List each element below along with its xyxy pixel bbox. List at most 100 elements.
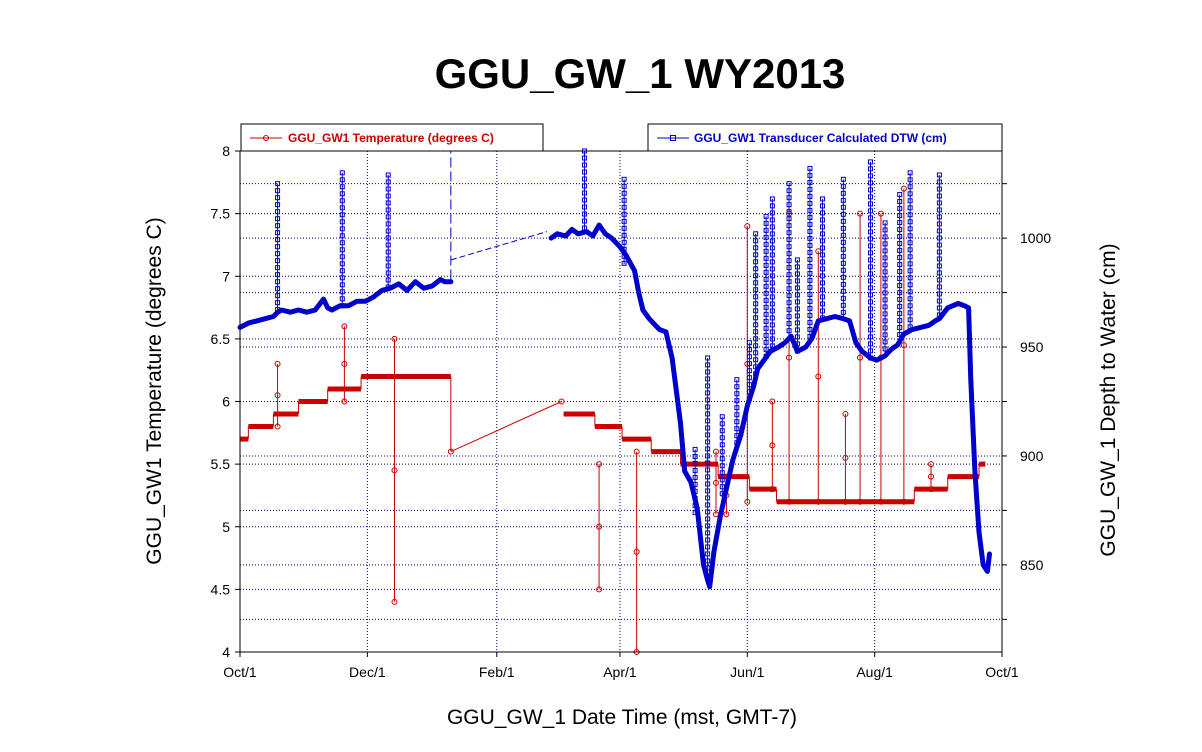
temperature-spike-point bbox=[723, 511, 730, 518]
dtw-spike-point bbox=[882, 283, 888, 289]
dtw-spike-point bbox=[840, 176, 846, 182]
dtw-spike-point bbox=[897, 269, 903, 275]
dtw-spike-point bbox=[840, 225, 846, 231]
temperature-spike-point bbox=[928, 473, 935, 480]
dtw-spike-point bbox=[769, 287, 775, 293]
dtw-spike-point bbox=[719, 428, 725, 434]
dtw-spike-point bbox=[692, 446, 698, 452]
chart-title: GGU_GW_1 WY2013 bbox=[435, 50, 846, 97]
dtw-spike-point bbox=[763, 290, 769, 296]
temperature-spike-point bbox=[744, 223, 751, 230]
dtw-spike-point bbox=[936, 193, 942, 199]
dtw-spike-point bbox=[692, 453, 698, 459]
dtw-spike-point bbox=[769, 322, 775, 328]
dtw-spike-point bbox=[746, 361, 752, 367]
dtw-spike-point bbox=[746, 354, 752, 360]
dtw-spike-point bbox=[275, 237, 281, 243]
dtw-spike-point bbox=[621, 225, 627, 231]
dtw-spike-point bbox=[907, 212, 913, 218]
dtw-spike-point bbox=[385, 193, 391, 199]
dtw-spike-point bbox=[786, 202, 792, 208]
dtw-spike-point bbox=[385, 256, 391, 262]
dtw-spike-point bbox=[882, 346, 888, 352]
dtw-spike-point bbox=[807, 186, 813, 192]
dtw-spike-point bbox=[339, 289, 345, 295]
dtw-spike-point bbox=[385, 270, 391, 276]
dtw-spike-point bbox=[339, 240, 345, 246]
dtw-spike-point bbox=[907, 191, 913, 197]
dtw-spike-point bbox=[897, 311, 903, 317]
temperature-spike-point bbox=[596, 461, 603, 468]
left-axis-ticks: 4 4.5 5 5.5 6 6.5 7 7.5 8 bbox=[211, 143, 240, 660]
dtw-spike-point bbox=[794, 271, 800, 277]
y-left-tick-label: 4.5 bbox=[211, 581, 231, 597]
x-tick-label: Oct/1 bbox=[985, 664, 1019, 680]
dtw-spike-point bbox=[907, 205, 913, 211]
temperature-spike-point bbox=[900, 185, 907, 192]
dtw-spike-point bbox=[753, 245, 759, 251]
dtw-spike-point bbox=[621, 232, 627, 238]
dtw-spike-point bbox=[769, 266, 775, 272]
dtw-spike-point bbox=[840, 183, 846, 189]
dtw-spike-point bbox=[581, 162, 587, 168]
legend-temperature-box bbox=[240, 123, 544, 152]
legend-dtw-label: GGU_GW1 Transducer Calculated DTW (cm) bbox=[694, 131, 947, 145]
y-left-tick-label: 7.5 bbox=[211, 206, 231, 222]
temperature-spike-point bbox=[857, 210, 864, 217]
dtw-spike-point bbox=[882, 339, 888, 345]
y-left-tick-label: 7 bbox=[222, 268, 230, 284]
dtw-spike-point bbox=[705, 362, 711, 368]
dtw-spike-point bbox=[840, 218, 846, 224]
legend-temperature-marker bbox=[263, 135, 269, 141]
dtw-spike-point bbox=[385, 200, 391, 206]
temperature-spike-point bbox=[391, 598, 398, 605]
dtw-spike-point bbox=[705, 439, 711, 445]
dtw-spike-point bbox=[581, 190, 587, 196]
dtw-spike-point bbox=[936, 305, 942, 311]
dtw-spike-point bbox=[807, 207, 813, 213]
dtw-spike-point bbox=[786, 195, 792, 201]
dtw-spike-point bbox=[769, 210, 775, 216]
dtw-spike-point bbox=[786, 244, 792, 250]
dtw-spike-point bbox=[807, 319, 813, 325]
dtw-spike-point bbox=[897, 234, 903, 240]
dtw-spike-point bbox=[882, 262, 888, 268]
temperature-gap-point bbox=[558, 398, 565, 405]
dtw-spike-point bbox=[705, 481, 711, 487]
dtw-spike-point bbox=[746, 382, 752, 388]
dtw-spike-point bbox=[807, 165, 813, 171]
dtw-spike-point bbox=[734, 398, 740, 404]
dtw-spike-point bbox=[719, 463, 725, 469]
dtw-spike-point bbox=[786, 272, 792, 278]
dtw-spike-point bbox=[867, 334, 873, 340]
dtw-spike-point bbox=[840, 197, 846, 203]
dtw-spike-point bbox=[786, 314, 792, 320]
dtw-spike-point bbox=[769, 196, 775, 202]
temperature-spike-point bbox=[596, 523, 603, 530]
dtw-spike-point bbox=[936, 207, 942, 213]
dtw-spike-point bbox=[897, 325, 903, 331]
dtw-spike-point bbox=[936, 235, 942, 241]
x-axis-ticks: Oct/1 Dec/1 Feb/1 Apr/1 Jun/1 Aug/1 Oct/1 bbox=[223, 652, 1019, 680]
dtw-spike-point bbox=[907, 233, 913, 239]
dtw-spike-point bbox=[692, 467, 698, 473]
dtw-spike-point bbox=[867, 285, 873, 291]
x-tick-label: Jun/1 bbox=[730, 664, 764, 680]
dtw-spike-point bbox=[907, 310, 913, 316]
dtw-spike-point bbox=[794, 264, 800, 270]
dtw-spike-point bbox=[907, 268, 913, 274]
dtw-spike-point bbox=[763, 248, 769, 254]
dtw-spike-point bbox=[581, 197, 587, 203]
dtw-spike-point bbox=[819, 280, 825, 286]
dtw-spike-point bbox=[753, 273, 759, 279]
temperature-spike-point bbox=[633, 548, 640, 555]
dtw-spike-point bbox=[794, 257, 800, 263]
dtw-spike-point bbox=[807, 249, 813, 255]
dtw-spike-point bbox=[907, 282, 913, 288]
y-right-tick-label: 1000 bbox=[1020, 230, 1051, 246]
dtw-spike-point bbox=[621, 239, 627, 245]
dtw-spike-point bbox=[907, 177, 913, 183]
dtw-spike-point bbox=[769, 294, 775, 300]
dtw-spike-point bbox=[339, 268, 345, 274]
dtw-spike-point bbox=[621, 190, 627, 196]
